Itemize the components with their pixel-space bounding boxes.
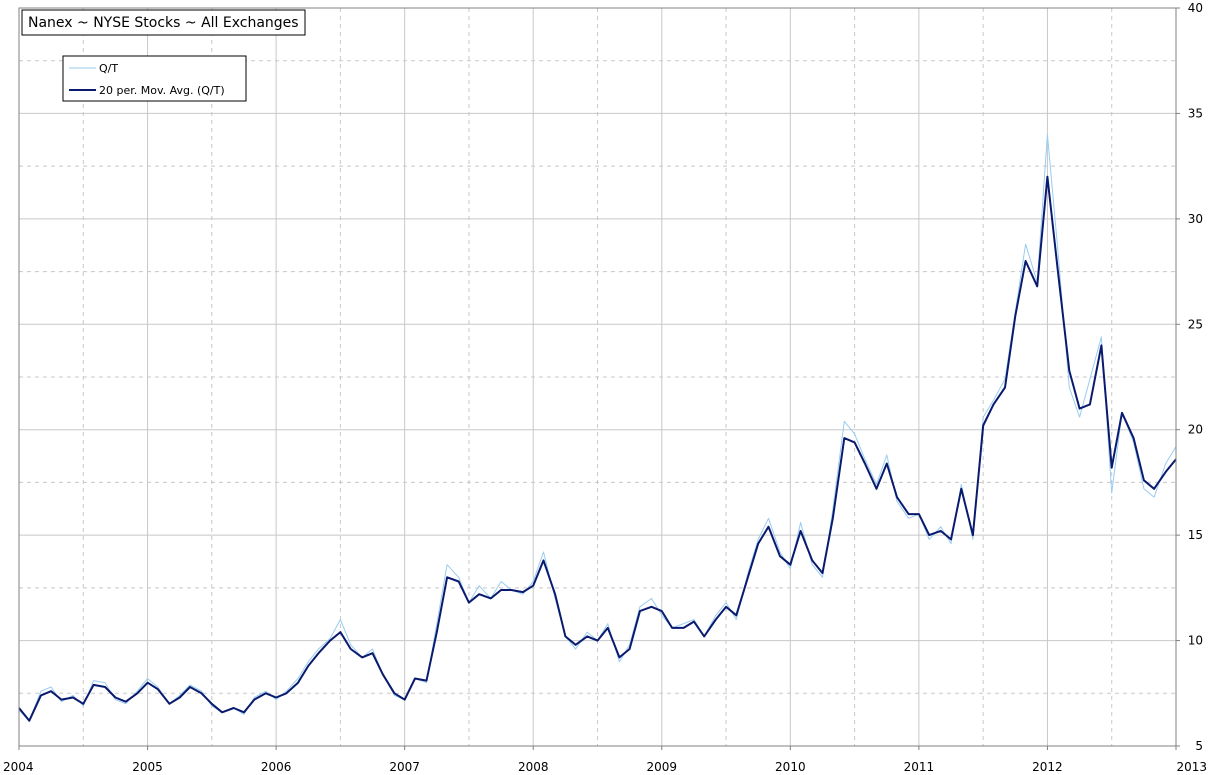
x-tick-label: 2007 [389, 760, 420, 774]
y-tick-label: 10 [1188, 634, 1203, 648]
y-tick-label: 35 [1188, 106, 1203, 120]
y-tick-label: 20 [1188, 423, 1203, 437]
series-line-moving-average [18, 175, 1177, 722]
title-frame [21, 9, 306, 36]
legend: Q/T 20 per. Mov. Avg. (Q/T) [62, 55, 247, 102]
chart-title-box: Nanex ~ NYSE Stocks ~ All Exchanges [21, 9, 306, 36]
grid [19, 8, 1176, 746]
x-axis: 2004 2005 2006 2007 2008 2009 2010 2011 2012 2013 [3, 746, 1207, 774]
legend-frame [62, 55, 247, 102]
legend-label-moving-average: 20 per. Mov. Avg. (Q/T) [99, 84, 225, 97]
y-tick-label: 5 [1195, 739, 1203, 753]
y-tick-label: 25 [1188, 317, 1203, 331]
y-tick-label: 40 [1188, 1, 1203, 15]
y-axis: 5 10 15 20 25 30 35 40 [1176, 1, 1203, 753]
plot-border [18, 7, 1177, 747]
x-tick-label: 2012 [1032, 760, 1063, 774]
legend-label-qt: Q/T [99, 62, 118, 75]
x-tick-label: 2004 [3, 760, 34, 774]
y-tick-label: 15 [1188, 528, 1203, 542]
x-tick-label: 2006 [261, 760, 292, 774]
x-tick-label: 2009 [647, 760, 678, 774]
x-tick-label: 2013 [1176, 760, 1207, 774]
x-tick-label: 2008 [518, 760, 549, 774]
chart-title: Nanex ~ NYSE Stocks ~ All Exchanges [28, 15, 299, 31]
y-tick-label: 30 [1188, 212, 1203, 226]
series-moving-average [18, 175, 1177, 722]
x-tick-label: 2010 [775, 760, 806, 774]
x-tick-label: 2005 [132, 760, 163, 774]
x-tick-label: 2011 [904, 760, 935, 774]
